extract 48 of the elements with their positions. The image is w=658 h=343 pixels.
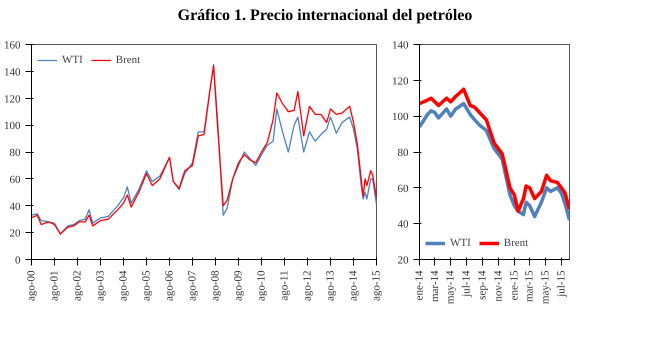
y-tick-label: 80 — [398, 147, 409, 159]
y-tick-label: 80 — [10, 147, 21, 159]
x-tick-label: ago-07 — [186, 270, 198, 302]
y-tick-label: 40 — [398, 218, 409, 231]
y-tick-label: 140 — [4, 66, 21, 78]
legend-label: WTI — [62, 54, 83, 66]
x-tick-label: ago-00 — [26, 270, 38, 302]
x-tick-label: ago-08 — [210, 270, 222, 302]
y-tick-label: 20 — [10, 228, 21, 240]
x-tick-label: may-14 — [444, 270, 457, 304]
x-tick-label: ago-11 — [278, 270, 290, 301]
x-tick-label: mar-14 — [428, 270, 441, 302]
y-tick-label: 100 — [392, 111, 409, 124]
y-tick-label: 160 — [4, 40, 21, 52]
x-tick-label: jul-14 — [460, 270, 473, 298]
x-tick-label: ago-13 — [324, 270, 337, 302]
x-tick-label: jul-15 — [555, 270, 568, 298]
x-tick-label: may-15 — [540, 270, 552, 304]
x-tick-label: ago-15 — [370, 270, 382, 302]
y-tick-label: 120 — [392, 75, 409, 88]
x-tick-label: ago-04 — [118, 270, 130, 302]
x-tick-label: ago-01 — [48, 270, 60, 302]
legend-label: WTI — [450, 237, 471, 249]
x-tick-label: ene-14 — [414, 270, 426, 300]
x-tick-label: ago-12 — [302, 270, 314, 302]
x-tick-label: ago-14 — [348, 270, 360, 302]
x-tick-label: mar-15 — [524, 270, 536, 302]
legend-label: Brent — [504, 237, 528, 249]
y-tick-label: 60 — [398, 182, 409, 195]
x-tick-label: ene-15 — [508, 270, 520, 300]
x-tick-label: ago-06 — [163, 270, 176, 302]
x-tick-label: ago-09 — [232, 270, 245, 302]
y-tick-label: 120 — [4, 93, 21, 106]
x-tick-label: ago-03 — [94, 270, 106, 302]
y-tick-label: 0 — [15, 254, 21, 266]
x-tick-label: ago-10 — [256, 270, 268, 302]
line-series — [420, 88, 570, 213]
x-tick-label: sep-14 — [476, 270, 489, 300]
x-tick-label: ago-02 — [71, 270, 84, 302]
y-tick-label: 100 — [4, 120, 21, 132]
x-tick-label: ago-05 — [140, 270, 152, 302]
y-tick-label: 140 — [392, 40, 409, 52]
legend-label: Brent — [116, 54, 140, 66]
chart-title: Gráfico 1. Precio internacional del petróleo — [178, 6, 472, 26]
x-tick-label: nov-14 — [492, 270, 505, 302]
y-tick-label: 20 — [398, 254, 409, 266]
y-tick-label: 40 — [10, 200, 21, 213]
y-tick-label: 60 — [10, 174, 21, 186]
